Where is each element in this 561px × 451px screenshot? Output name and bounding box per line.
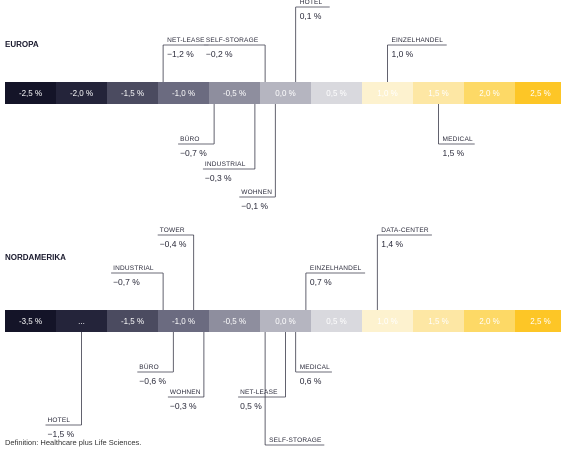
annotation-value: 1,5 %	[443, 148, 465, 158]
annotation-value: −0,7 %	[180, 148, 207, 158]
annotation-value: 1,0 %	[392, 49, 414, 59]
scale-segment	[311, 310, 362, 332]
annotation-name: MEDICAL	[443, 136, 473, 143]
annotation-name: NET-LEASE	[240, 389, 278, 396]
scale-segment	[158, 82, 209, 104]
scale-segment	[260, 310, 311, 332]
annotation-value: 0,1 %	[300, 11, 322, 21]
scale-segment-label: -1,5 %	[121, 317, 144, 326]
scale-segment	[56, 82, 107, 104]
scale-segment-label: 1,0 %	[377, 317, 397, 326]
scale-segment	[260, 82, 311, 104]
annotation-name: SELF-STORAGE	[206, 37, 259, 44]
scale-segment-label: 2,5 %	[530, 317, 550, 326]
scale-segment	[209, 82, 260, 104]
annotation-value: 0,3 %	[269, 449, 291, 451]
annotation-name: EINZELHANDEL	[310, 265, 362, 272]
scale-segment-label: -0,5 %	[223, 317, 246, 326]
annotation-name: MEDICAL	[300, 364, 330, 371]
scale-segment-label: -1,0 %	[172, 317, 195, 326]
scale-segment	[158, 310, 209, 332]
scale-segment-label: 2,0 %	[479, 317, 499, 326]
annotation-name: WOHNEN	[170, 389, 201, 396]
annotation-value: −0,6 %	[139, 376, 166, 386]
annotation-name: INDUSTRIAL	[205, 161, 246, 168]
annotation-name: EINZELHANDEL	[392, 37, 444, 44]
annotation-value: 1,4 %	[381, 239, 403, 249]
scale-segment	[5, 310, 56, 332]
annotation-name: NET-LEASE	[167, 37, 205, 44]
scale-segment-label: ...	[78, 317, 85, 326]
annotation-value: −0,1 %	[241, 201, 268, 211]
scale-segment	[464, 82, 515, 104]
annotation-value: −0,4 %	[160, 239, 187, 249]
scale-segment	[56, 310, 107, 332]
annotation-value: −0,3 %	[205, 173, 232, 183]
region-title-1: NORDAMERIKA	[5, 253, 66, 262]
scale-segment-label: -1,5 %	[121, 89, 144, 98]
annotation-name: DATA-CENTER	[381, 227, 429, 234]
region-title-0: EUROPA	[5, 40, 39, 49]
scale-segment-label: 0,5 %	[326, 317, 346, 326]
annotation-value: −0,2 %	[206, 49, 233, 59]
annotation-name: SELF-STORAGE	[269, 437, 322, 444]
scale-segment	[515, 82, 561, 104]
scale-segment-label: 2,5 %	[530, 89, 550, 98]
annotation-name: HOTEL	[300, 0, 323, 6]
annotation-name: BÜRO	[139, 363, 159, 371]
annotation-value: −1,2 %	[167, 49, 194, 59]
scale-segment-label: 0,5 %	[326, 89, 346, 98]
scale-segment-label: -1,0 %	[172, 89, 195, 98]
annotation-value: −0,3 %	[170, 401, 197, 411]
annotation-value: 0,7 %	[310, 277, 332, 287]
scale-segment	[413, 82, 464, 104]
scale-segment	[464, 310, 515, 332]
footnote: Definition: Healthcare plus Life Science…	[5, 438, 141, 447]
scale-segment	[209, 310, 260, 332]
scale-segment-label: 0,0 %	[275, 89, 295, 98]
annotation-value: −0,7 %	[113, 277, 140, 287]
scale-segment-label: -2,0 %	[70, 89, 93, 98]
scale-segment-label: 1,5 %	[428, 317, 448, 326]
annotation-value: −1,5 %	[48, 429, 75, 439]
scale-segment	[515, 310, 561, 332]
scale-segment	[362, 82, 413, 104]
annotation-name: WOHNEN	[241, 189, 272, 196]
scale-segment-label: 1,5 %	[428, 89, 448, 98]
scale-segment-label: 1,0 %	[377, 89, 397, 98]
annotation-value: 0,6 %	[300, 376, 322, 386]
scale-segment	[107, 310, 158, 332]
scale-segment-label: -2,5 %	[19, 89, 42, 98]
scale-segment	[311, 82, 362, 104]
annotation-name: INDUSTRIAL	[113, 265, 154, 272]
scale-segment	[362, 310, 413, 332]
scale-segment	[413, 310, 464, 332]
annotation-name: TOWER	[160, 227, 185, 234]
annotation-value: 0,5 %	[240, 401, 262, 411]
scale-segment	[107, 82, 158, 104]
scale-segment-label: 2,0 %	[479, 89, 499, 98]
scale-segment	[5, 82, 56, 104]
annotation-name: BÜRO	[180, 135, 200, 143]
scale-segment-label: 0,0 %	[275, 317, 295, 326]
scale-segment-label: -3,5 %	[19, 317, 42, 326]
scale-segment-label: -0,5 %	[223, 89, 246, 98]
annotation-name: HOTEL	[48, 417, 71, 424]
